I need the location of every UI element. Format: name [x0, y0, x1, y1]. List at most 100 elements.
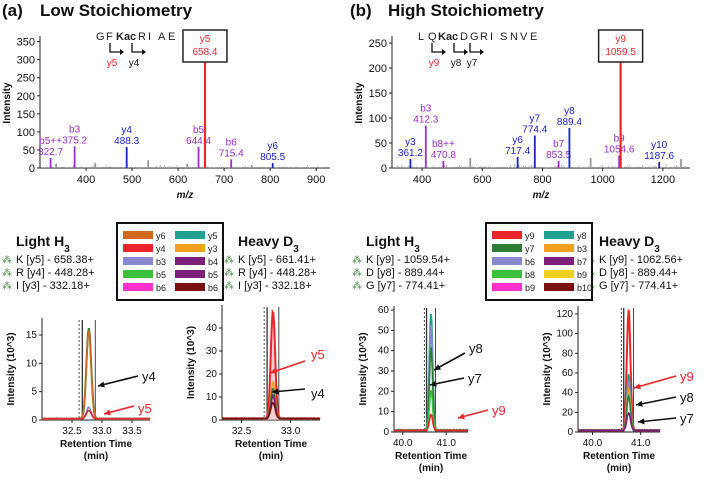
y-tick-label: 100 [556, 329, 573, 340]
y-tick-label: 0 [567, 427, 573, 438]
annotation-label: y4 [311, 386, 325, 401]
annotation-arrow [635, 396, 677, 406]
legend-swatch [544, 257, 574, 265]
x-axis-title: Retention Time [395, 451, 467, 462]
legend-swatch [544, 270, 574, 278]
x-tick-label: 500 [123, 174, 141, 186]
y-tick-label: 10 [378, 407, 390, 418]
x-tick-label: 600 [473, 174, 491, 186]
y-axis-title: Intensity (10^3) [358, 332, 369, 405]
boxed-peak-frame [182, 29, 228, 63]
peak-mz-label: 1187.6 [644, 151, 674, 162]
x-tick-label: 400 [77, 174, 95, 186]
peak-mz-label: 470.8 [431, 150, 456, 161]
boxed-peak-mz: 1059.5 [605, 47, 636, 58]
peak-ion-label: b5++ [39, 136, 62, 147]
annotation-label: y4 [142, 369, 156, 384]
y-tick-label: 0 [381, 163, 387, 175]
sequence-residue: F [106, 31, 113, 43]
legend-swatch [492, 231, 522, 239]
legend-swatch [175, 244, 205, 252]
sequence-residue: N [510, 31, 518, 43]
peak-ion-label: y10 [651, 140, 668, 151]
x-tick-label: 32.5 [232, 426, 252, 437]
legend-label: y6 [156, 231, 166, 241]
legend-label: y4 [156, 244, 166, 254]
y-tick-label: 0 [383, 427, 389, 438]
annotation-label: y7 [680, 411, 694, 426]
annotation-arrowhead [104, 409, 111, 416]
xic-title-subscript: 3 [414, 244, 420, 255]
legend-swatch [123, 257, 153, 265]
peak-ion-label: y6 [512, 135, 523, 146]
x-tick-label: 600 [169, 174, 187, 186]
y-tick-label: 120 [556, 309, 573, 320]
transition-icon: ⁂ [2, 281, 12, 292]
x-tick-label: 900 [307, 174, 325, 186]
annotation-arrowhead [430, 380, 437, 387]
peak-ion-label: y4 [121, 125, 132, 136]
xic-heavy-a: Heavy D3 ⁂ K [y5] - 661.41+ ⁂ R [y4] - 448.2… [186, 233, 325, 462]
boxed-peak-ion: y5 [200, 34, 211, 45]
x-tick-label: 400 [413, 174, 431, 186]
legend-label: b5 [208, 270, 218, 280]
trace-y7 [578, 393, 661, 432]
y-tick-label: 300 [17, 55, 35, 67]
y-tick-label: 30 [378, 366, 390, 377]
peak-mz-label: 375.2 [62, 135, 87, 146]
peak-ion-label: y6 [267, 141, 278, 152]
x-axis-title-unit: (min) [607, 463, 631, 474]
fragment-label: y7 [467, 58, 478, 69]
x-tick-label: 1200 [651, 174, 675, 186]
x-tick-label: 41.0 [437, 438, 457, 449]
legend-swatch [175, 231, 205, 239]
transition-label: G [y7] - 774.41+ [599, 280, 678, 292]
trace-y9 [394, 413, 469, 432]
transition-label: G [y7] - 774.41+ [366, 280, 445, 292]
xic-title-subscript: 3 [64, 244, 70, 255]
annotation-arrowhead [638, 418, 645, 425]
legend-label: b10 [577, 283, 592, 293]
peak-ion-label: y7 [530, 114, 541, 125]
annotation-label: y9 [680, 369, 694, 384]
xic-title: Light H3 [366, 233, 420, 255]
y-tick-label: 150 [369, 88, 387, 100]
transition-icon: ⁂ [224, 268, 234, 279]
annotation-label: y5 [138, 401, 152, 416]
transition-label: R [y4] - 448.28+ [238, 267, 317, 279]
xic-title: Heavy D3 [238, 233, 299, 255]
legend-label: b9 [577, 270, 587, 280]
transition-label: D [y8] - 889.44+ [599, 267, 678, 279]
xic-title: Heavy D3 [599, 233, 660, 255]
y-tick-label: 20 [206, 369, 218, 380]
x-tick-label: 33.5 [122, 426, 142, 437]
y-axis-title: Intensity (10^3) [186, 326, 197, 399]
fragment-label: y9 [429, 58, 440, 69]
x-axis-title-unit: (min) [259, 451, 283, 462]
x-axis-title: Retention Time [583, 451, 655, 462]
legend-swatch [492, 257, 522, 265]
sequence-residue: D [460, 31, 468, 43]
y-tick-label: 250 [17, 73, 35, 85]
peak-ion-label: b5 [193, 125, 205, 136]
transition-label: I [y3] - 332.18+ [16, 280, 90, 292]
legend-label: b6 [208, 283, 218, 293]
legend-swatch [544, 231, 574, 239]
y-tick-label: 200 [17, 91, 35, 103]
y-tick-label: 250 [369, 38, 387, 50]
sequence-residue: V [520, 31, 528, 43]
trace-b6 [577, 380, 660, 432]
legend-swatch [123, 231, 153, 239]
y-tick-label: 40 [378, 346, 390, 357]
x-axis-title: Retention Time [60, 439, 132, 450]
x-tick-label: 32.5 [62, 426, 82, 437]
trace-b7 [577, 411, 661, 432]
legend-swatch [175, 283, 205, 291]
spectrum-a: 0 50 100 150 200 250 300 350 400 500 600 700 800 900 I… [2, 29, 330, 201]
y-tick-label: 60 [562, 368, 574, 379]
sequence-residue: Kac [438, 31, 458, 43]
legend-swatch [123, 283, 153, 291]
annotation-arrowhead [636, 400, 643, 407]
x-tick-label: 41.0 [631, 438, 651, 449]
